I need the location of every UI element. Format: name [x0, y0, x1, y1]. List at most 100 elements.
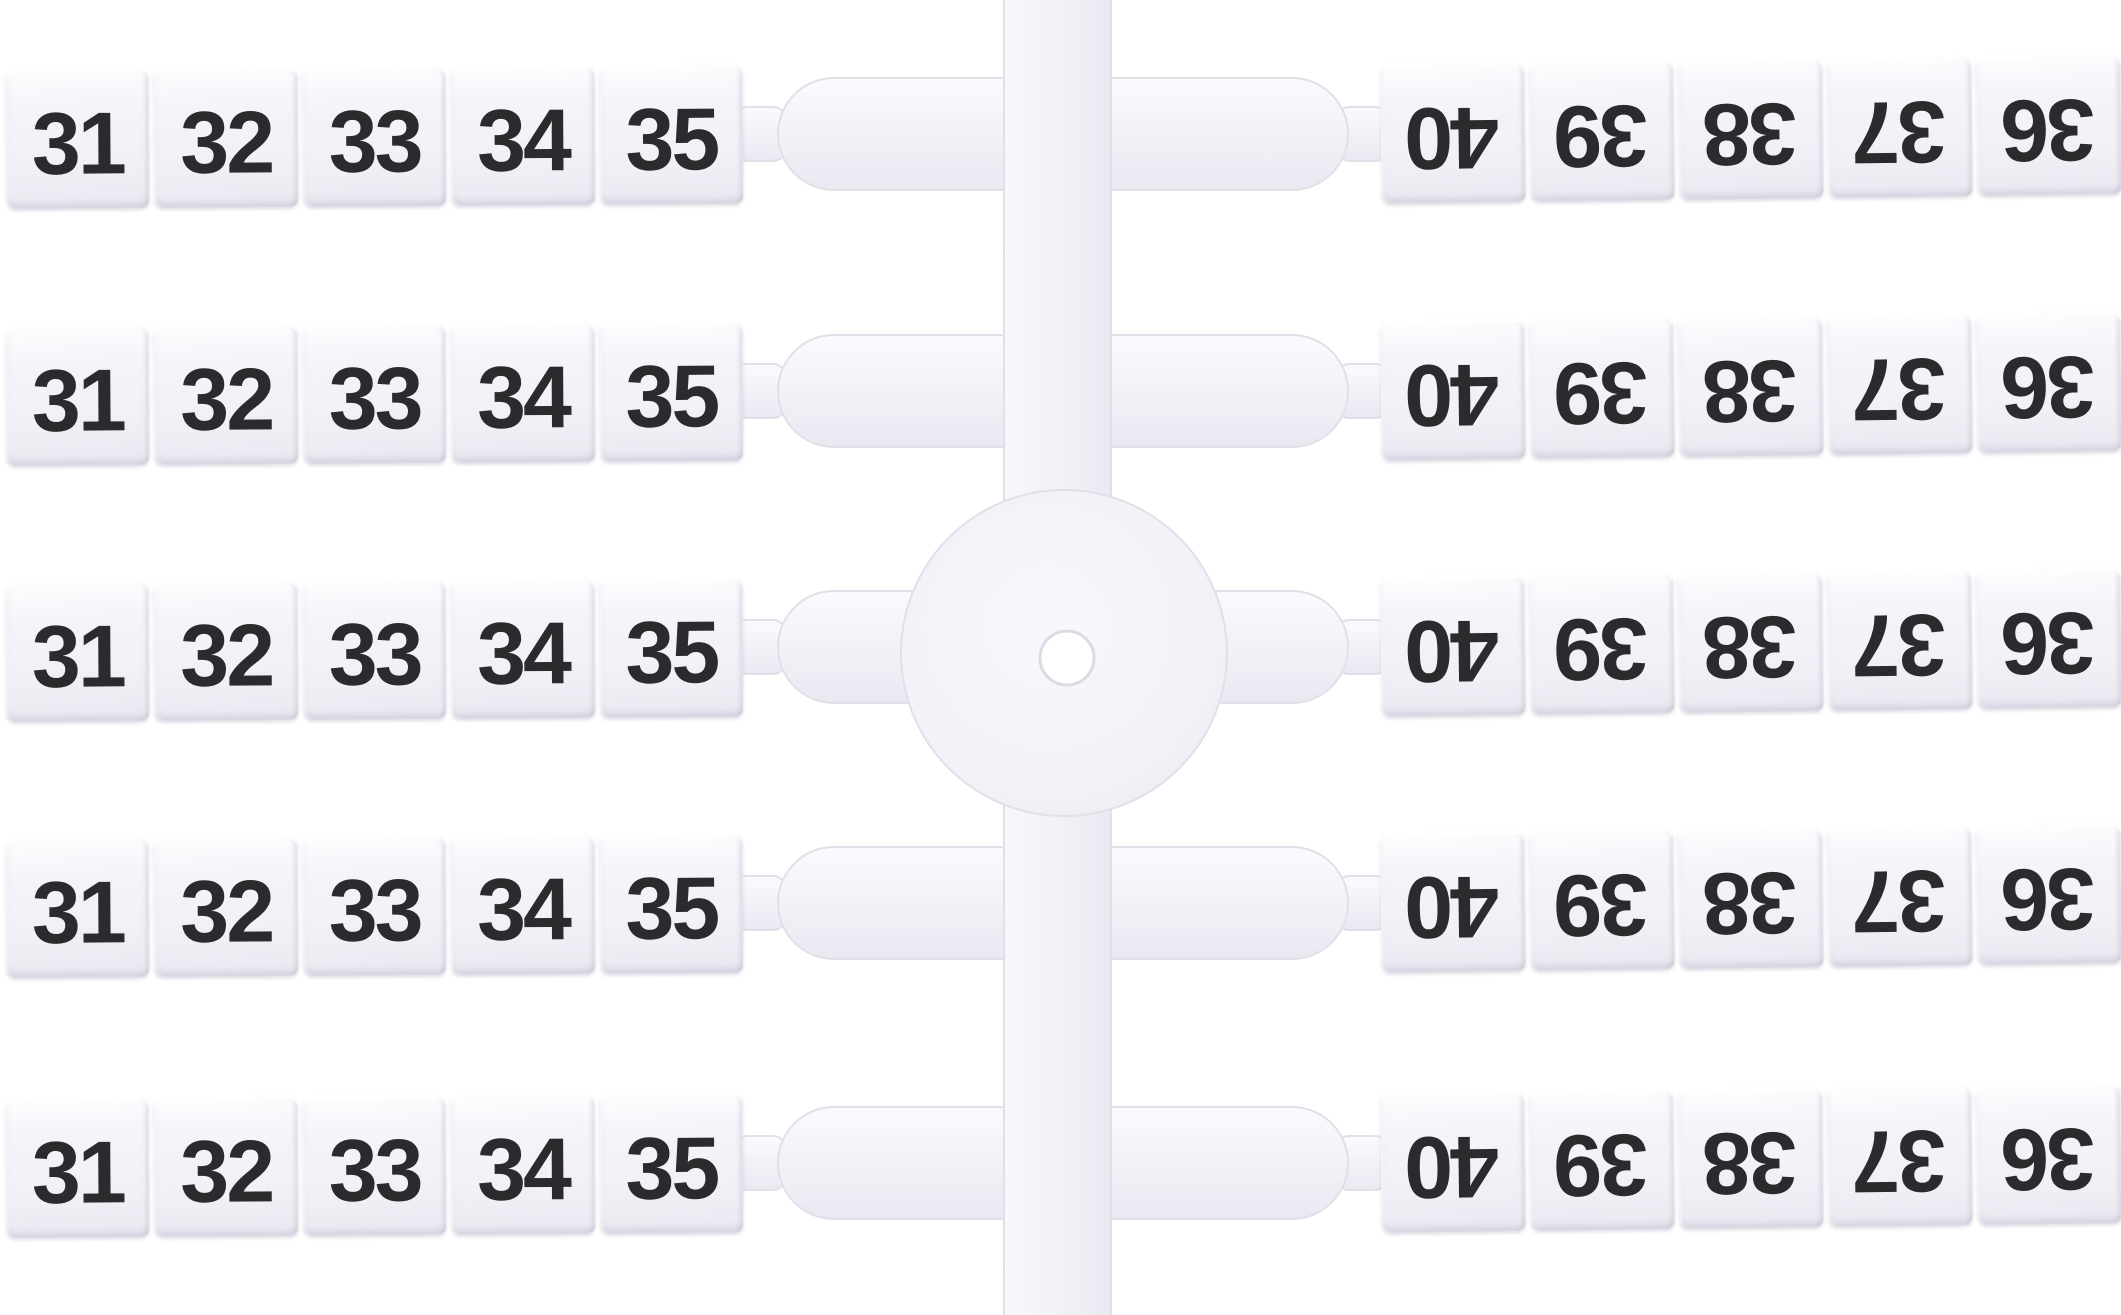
- tag-number: 33: [328, 1120, 421, 1220]
- tag-number: 37: [1853, 82, 1947, 183]
- tag-number: 31: [31, 862, 125, 962]
- tag-number: 32: [179, 605, 273, 705]
- marker-tag: 32: [153, 580, 299, 722]
- marker-tag: 35: [599, 64, 744, 205]
- marker-tag: 40: [1380, 831, 1526, 973]
- tag-number: 33: [328, 604, 421, 704]
- tag-number: 31: [31, 350, 125, 450]
- tag-number: 35: [625, 346, 718, 446]
- marker-tag: 34: [450, 65, 596, 207]
- tag-number: 37: [1853, 339, 1947, 440]
- marker-tag: 32: [153, 324, 299, 466]
- marker-tag: 38: [1678, 571, 1824, 714]
- tag-number: 37: [1853, 595, 1947, 696]
- tag-number: 31: [31, 93, 125, 193]
- tag-number: 36: [2002, 593, 2096, 694]
- tag-number: 38: [1704, 597, 1798, 698]
- marker-tag: 32: [153, 67, 299, 209]
- marker-tag: 40: [1380, 319, 1526, 461]
- marker-tag: 31: [5, 325, 150, 467]
- tag-number: 34: [476, 1119, 570, 1219]
- marker-strip-right-row-2: 40 39 38 37 36: [1380, 311, 2121, 461]
- tag-number: 40: [1406, 1117, 1500, 1218]
- tag-number: 34: [476, 859, 570, 959]
- tag-number: 35: [625, 602, 718, 702]
- marker-tag: 37: [1827, 313, 1973, 456]
- marker-tag: 31: [5, 1097, 150, 1239]
- marker-tag: 34: [450, 322, 596, 464]
- tag-number: 39: [1555, 599, 1649, 700]
- marker-tag: 37: [1827, 1085, 1973, 1228]
- tag-number: 36: [2002, 80, 2096, 181]
- tag-number: 32: [179, 92, 273, 192]
- marker-tag: 31: [5, 837, 150, 979]
- tag-number: 38: [1704, 341, 1798, 442]
- marker-tag: 39: [1529, 829, 1675, 972]
- marker-tag: 36: [1976, 823, 2121, 966]
- tag-number: 36: [2002, 849, 2096, 950]
- marker-tag: 37: [1827, 569, 1973, 712]
- tag-number: 34: [476, 347, 570, 447]
- tag-number: 40: [1406, 601, 1500, 702]
- tag-number: 33: [328, 348, 421, 448]
- marker-tag: 39: [1529, 60, 1675, 203]
- marker-tag: 31: [5, 581, 150, 723]
- marker-tag: 39: [1529, 317, 1675, 460]
- marker-tag: 40: [1380, 62, 1526, 204]
- marker-tag: 36: [1976, 54, 2121, 197]
- marker-strip-right-row-5: 40 39 38 37 36: [1380, 1083, 2121, 1233]
- tag-number: 37: [1853, 1111, 1947, 1212]
- marker-tag: 40: [1380, 1091, 1526, 1233]
- marker-tag: 33: [302, 835, 447, 977]
- marker-tag: 38: [1678, 315, 1824, 458]
- marker-tag: 35: [599, 321, 744, 462]
- marker-tag: 32: [153, 836, 299, 978]
- marker-tag: 34: [450, 578, 596, 720]
- marker-tag: 34: [450, 834, 596, 976]
- tag-number: 39: [1555, 86, 1649, 187]
- marker-tag: 38: [1678, 1087, 1824, 1230]
- tag-number: 38: [1704, 853, 1798, 954]
- tag-number: 37: [1853, 851, 1947, 952]
- marker-tag: 33: [302, 323, 447, 465]
- tag-number: 38: [1704, 84, 1798, 185]
- tag-number: 35: [625, 858, 718, 958]
- marker-tag: 33: [302, 1095, 447, 1237]
- tag-number: 31: [31, 1122, 125, 1222]
- marker-tag: 34: [450, 1094, 596, 1236]
- marker-tag: 37: [1827, 825, 1973, 968]
- tag-number: 36: [2002, 1109, 2096, 1210]
- tag-number: 36: [2002, 337, 2096, 438]
- tag-number: 32: [179, 349, 273, 449]
- marker-strip-left-row-3: 31 32 33 34 35: [5, 577, 744, 723]
- sprue-hole: [1038, 629, 1096, 687]
- marker-strip-left-row-2: 31 32 33 34 35: [5, 321, 744, 467]
- tag-number: 39: [1555, 343, 1649, 444]
- marker-tag: 36: [1976, 311, 2121, 454]
- marker-strip-right-row-4: 40 39 38 37 36: [1380, 823, 2121, 973]
- marker-tag: 37: [1827, 56, 1973, 199]
- tag-number: 35: [625, 1118, 718, 1218]
- marker-strip-right-row-1: 40 39 38 37 36: [1380, 54, 2121, 204]
- tag-number: 35: [625, 89, 718, 189]
- marker-strip-right-row-3: 40 39 38 37 36: [1380, 567, 2121, 717]
- tag-number: 33: [328, 860, 421, 960]
- marker-strip-left-row-5: 31 32 33 34 35: [5, 1093, 744, 1239]
- marker-tag: 33: [302, 66, 447, 208]
- tag-number: 33: [328, 91, 421, 191]
- marker-tag: 36: [1976, 1083, 2121, 1226]
- marker-tag: 38: [1678, 58, 1824, 201]
- marker-tag: 35: [599, 833, 744, 974]
- marker-tag: 32: [153, 1096, 299, 1238]
- marker-tag: 39: [1529, 1089, 1675, 1232]
- tag-number: 34: [476, 90, 570, 190]
- marker-tag: 33: [302, 579, 447, 721]
- tag-number: 32: [179, 1121, 273, 1221]
- tag-number: 40: [1406, 345, 1500, 446]
- marker-tag: 36: [1976, 567, 2121, 710]
- marker-tag: 31: [5, 68, 150, 210]
- marker-strip-left-row-1: 31 32 33 34 35: [5, 64, 744, 210]
- tag-number: 39: [1555, 1115, 1649, 1216]
